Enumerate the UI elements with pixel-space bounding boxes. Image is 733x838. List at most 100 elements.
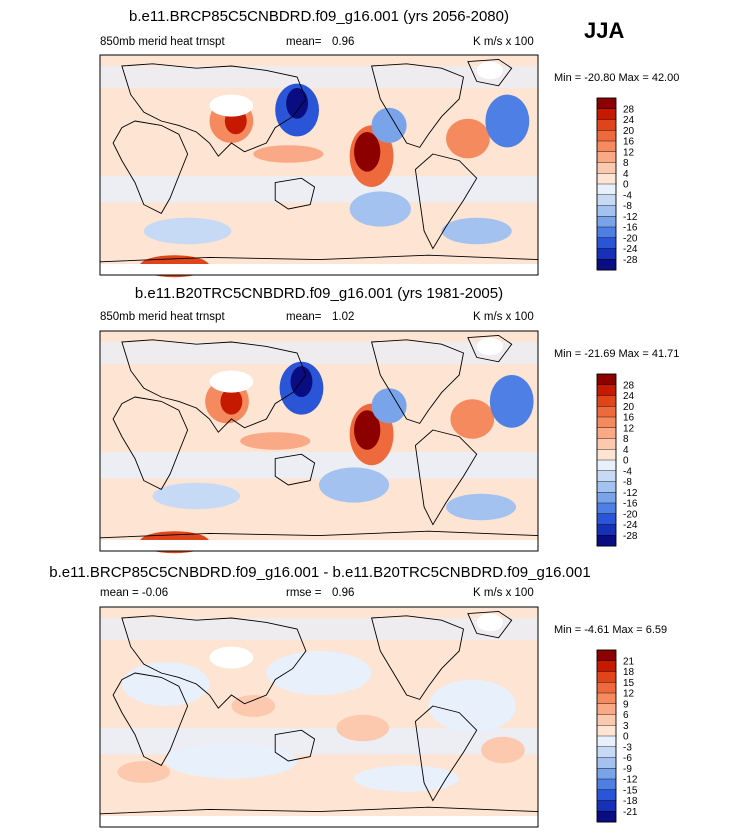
panel1-variable-label: 850mb merid heat trnspt — [100, 36, 225, 48]
colorbar-tick-label: 15 — [623, 678, 635, 689]
colorbar-tick-label: -20 — [623, 233, 638, 244]
colorbar-tick-label: 8 — [623, 434, 629, 445]
positive-anomaly — [336, 714, 390, 742]
colorbar-tick-label: 28 — [623, 104, 635, 115]
colorbar-swatch — [596, 800, 617, 812]
panel1-units: K m/s x 100 — [473, 36, 534, 48]
colorbar-tick-label: 12 — [623, 423, 635, 434]
coastline — [414, 429, 478, 526]
colorbar-swatch — [596, 502, 617, 515]
panel1-title: b.e11.BRCP85C5CNBDRD.f09_g16.001 (yrs 20… — [129, 8, 509, 25]
field-band — [100, 176, 538, 203]
colorbar-swatch — [596, 226, 617, 239]
colorbar-swatch — [596, 97, 617, 110]
colorbar-swatch — [596, 735, 617, 748]
colorbar-swatch — [596, 237, 617, 250]
negative-anomaly — [441, 217, 512, 245]
colorbar-swatch — [596, 140, 617, 153]
colorbar-swatch — [596, 173, 617, 185]
negative-anomaly — [121, 662, 210, 706]
negative-anomaly — [349, 191, 411, 227]
positive-anomaly — [354, 410, 381, 450]
negative-anomaly — [266, 651, 372, 695]
colorbar-tick-label: -15 — [623, 785, 638, 796]
colorbar-swatch — [596, 725, 617, 737]
negative-anomaly — [371, 388, 407, 424]
negative-anomaly — [489, 375, 534, 428]
colorbar-tick-label: -24 — [623, 244, 638, 255]
panel1-minmax: Min = -20.80 Max = 42.00 — [554, 72, 680, 84]
colorbar-tick-label: 21 — [623, 656, 635, 667]
colorbar-swatch — [596, 384, 617, 397]
colorbar-swatch — [596, 535, 617, 547]
coastline — [371, 339, 465, 424]
masked-terrain — [100, 816, 538, 827]
colorbar-tick-label: 24 — [623, 115, 635, 126]
colorbar-tick-label: -4 — [623, 190, 632, 201]
panel3-mean-label: mean = -0.06 — [100, 587, 169, 599]
panel3-rmse-value: 0.96 — [332, 587, 355, 599]
colorbar-tick-label: 0 — [623, 456, 629, 467]
coastline — [467, 334, 513, 363]
colorbar-tick-label: 12 — [623, 689, 635, 700]
positive-anomaly — [253, 145, 324, 163]
colorbar-tick-label: 20 — [623, 126, 635, 137]
panel1-mean-value: 0.96 — [332, 36, 355, 48]
colorbar-swatch — [596, 703, 617, 716]
coastline — [467, 610, 513, 639]
colorbar-swatch — [596, 714, 617, 726]
colorbar-tick-label: 24 — [623, 391, 635, 402]
colorbar-swatch — [596, 768, 617, 780]
colorbar-swatch — [596, 438, 617, 450]
colorbar-tick-label: 4 — [623, 169, 629, 180]
season-label: JJA — [584, 18, 625, 43]
colorbar-tick-label: -21 — [623, 807, 638, 818]
negative-anomaly — [319, 467, 390, 503]
coastline — [371, 615, 465, 700]
masked-terrain — [209, 370, 254, 393]
negative-anomaly — [143, 217, 232, 245]
panel3-minmax: Min = -4.61 Max = 6.59 — [554, 624, 668, 636]
colorbar-swatch — [596, 513, 617, 526]
colorbar-swatch — [596, 470, 617, 483]
colorbar-swatch — [596, 151, 617, 164]
colorbar-tick-label: -28 — [623, 255, 638, 266]
colorbar-swatch — [596, 183, 617, 196]
coastline — [112, 120, 189, 214]
panel2-title: b.e11.B20TRC5CNBDRD.f09_g16.001 (yrs 198… — [134, 285, 504, 302]
colorbar-tick-label: 28 — [623, 380, 635, 391]
map-panel-3 — [99, 606, 539, 828]
colorbar-tick-label: -4 — [623, 466, 632, 477]
colorbar-swatch — [596, 130, 617, 142]
colorbar-swatch — [596, 757, 617, 769]
negative-anomaly — [446, 493, 517, 521]
coastline — [274, 729, 316, 762]
colorbar-tick-label: -8 — [623, 201, 632, 212]
positive-anomaly — [481, 736, 525, 764]
field-band — [100, 618, 538, 640]
colorbar-swatch — [596, 492, 617, 504]
colorbar-swatch — [596, 682, 617, 694]
field-band — [100, 342, 538, 364]
coastline — [121, 63, 307, 157]
panel2-units: K m/s x 100 — [473, 311, 534, 323]
panel3-rmse-label: rmse = — [286, 587, 322, 599]
colorbar-swatch — [596, 194, 617, 207]
map-frame — [99, 330, 539, 552]
negative-anomaly — [428, 679, 517, 733]
colorbar-frame — [596, 373, 617, 547]
colorbar-swatch — [596, 660, 617, 673]
colorbar-tick-label: 8 — [623, 158, 629, 169]
masked-terrain — [100, 540, 538, 551]
coastline — [121, 339, 307, 433]
colorbar-tick-label: -16 — [623, 223, 638, 234]
colorbar-tick-label: 16 — [623, 413, 635, 424]
colorbar-swatch — [596, 649, 617, 662]
negative-anomaly — [485, 94, 530, 148]
colorbar-tick-label: 12 — [623, 147, 635, 158]
colorbar-tick-label: 0 — [623, 180, 629, 191]
coastline — [112, 672, 189, 766]
colorbar-swatch — [596, 481, 617, 493]
